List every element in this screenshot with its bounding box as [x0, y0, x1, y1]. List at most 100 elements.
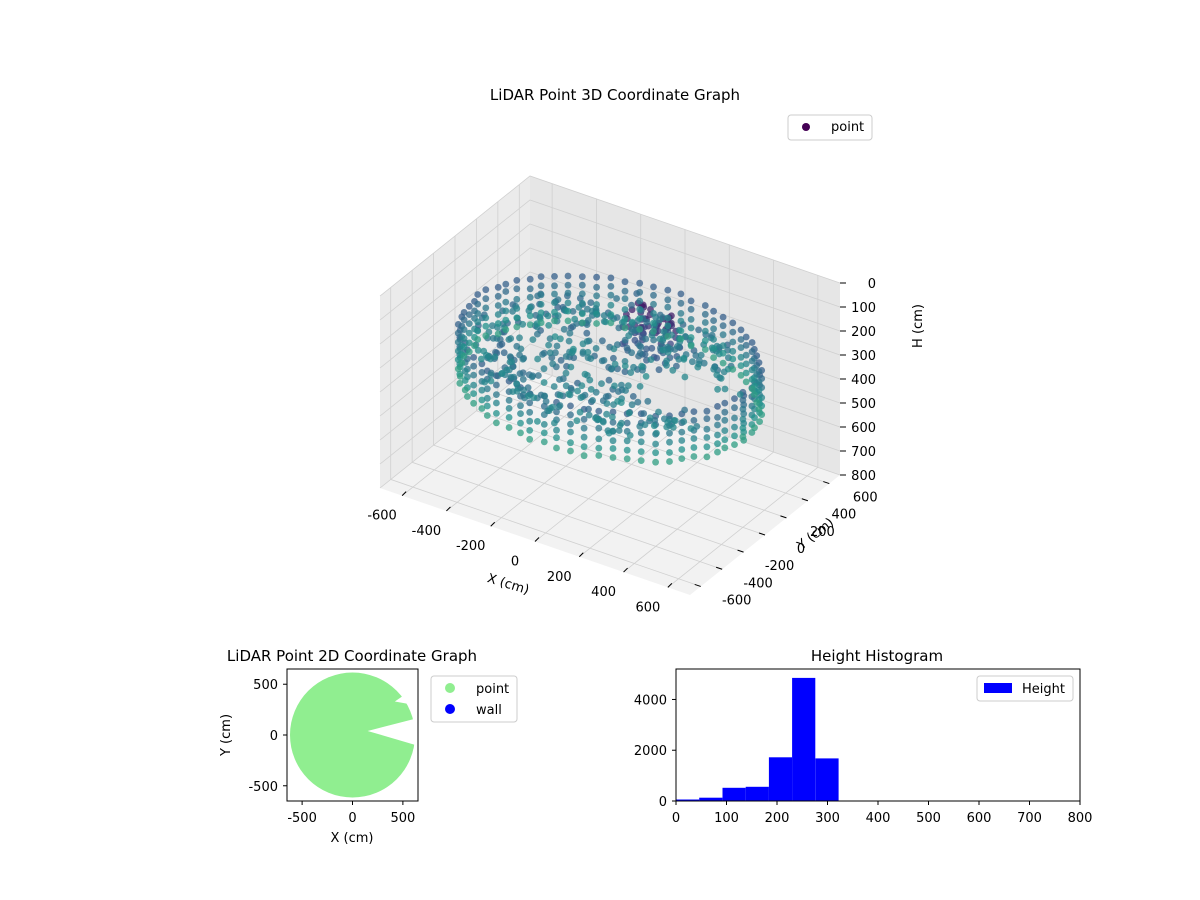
histogram-ticks: 0 100 200 300 400 500 600 700 800 0 2000 4000: [634, 693, 1093, 826]
data-point-3d: [478, 396, 486, 404]
data-point-3d: [650, 291, 657, 299]
tick-label-x-hist: 500: [916, 811, 941, 826]
data-point-3d: [540, 379, 548, 386]
data-point-3d: [493, 391, 500, 398]
data-point-3d: [687, 305, 695, 313]
data-point-3d: [513, 323, 521, 331]
data-point-3d: [564, 299, 572, 307]
data-point-3d: [580, 415, 588, 423]
data-point-3d: [729, 319, 737, 327]
data-point-3d: [609, 445, 617, 452]
data-point-3d: [660, 328, 668, 335]
data-point-3d: [537, 309, 545, 317]
data-point-3d: [526, 304, 534, 311]
histogram-bar: [815, 758, 839, 801]
data-point-3d: [719, 331, 727, 339]
data-point-3d: [530, 394, 538, 402]
histogram-bar: [768, 757, 793, 801]
legend-3d-marker: [802, 123, 810, 131]
data-point-3d: [474, 336, 482, 343]
data-point-3d: [607, 301, 615, 309]
data-point-3d: [541, 392, 549, 400]
tick-label-y: 600: [853, 491, 878, 506]
data-point-3d: [505, 424, 513, 431]
data-point-3d: [565, 337, 573, 345]
data-point-3d: [609, 419, 617, 426]
plot-3d-title: LiDAR Point 3D Coordinate Graph: [490, 86, 740, 104]
tick-mark-y: [758, 532, 766, 536]
data-point-3d: [550, 383, 558, 390]
data-point-3d: [520, 386, 527, 394]
tick-label-y: 0: [797, 542, 805, 557]
data-point-3d: [458, 359, 466, 367]
data-point-3d: [729, 347, 737, 355]
data-point-3d: [636, 349, 644, 357]
data-point-3d: [517, 429, 524, 437]
data-point-3d: [618, 381, 625, 389]
data-point-3d: [710, 345, 717, 352]
data-point-3d: [465, 339, 473, 347]
data-point-3d: [570, 345, 577, 353]
data-point-3d: [748, 385, 756, 393]
data-point-3d: [656, 316, 663, 324]
data-point-3d: [605, 376, 613, 384]
data-point-3d: [694, 363, 702, 371]
data-point-3d: [650, 319, 657, 327]
histogram-bars: [676, 677, 839, 801]
data-point-3d: [461, 367, 469, 375]
data-point-3d: [659, 346, 667, 354]
data-point-3d: [482, 314, 490, 322]
data-point-3d: [580, 433, 588, 441]
tick-label-y-hist: 4000: [634, 693, 667, 708]
data-point-3d: [578, 299, 586, 307]
data-point-3d: [621, 362, 629, 370]
data-point-3d: [564, 281, 572, 289]
tick-label-y: 400: [831, 508, 856, 523]
data-point-3d: [680, 418, 688, 425]
data-point-3d: [693, 423, 701, 430]
data-point-3d: [701, 337, 709, 345]
data-point-3d: [637, 448, 645, 455]
data-point-3d: [513, 387, 521, 395]
data-point-3d: [652, 440, 659, 448]
data-point-3d: [592, 388, 600, 396]
data-point-3d: [742, 351, 750, 359]
data-point-3d: [502, 326, 510, 334]
data-point-3d: [636, 422, 644, 430]
data-point-3d: [489, 334, 497, 342]
data-point-3d: [729, 328, 737, 336]
data-point-3d: [690, 444, 698, 451]
data-point-3d: [653, 354, 661, 362]
data-point-3d: [583, 329, 591, 337]
data-point-3d: [577, 394, 585, 401]
tick-label-x-hist: 0: [672, 811, 680, 826]
data-point-3d: [566, 329, 574, 337]
data-point-3d: [549, 360, 557, 368]
data-point-3d: [748, 366, 756, 374]
data-point-3d: [599, 337, 606, 345]
data-point-3d: [751, 414, 758, 422]
data-point-3d: [636, 342, 643, 350]
data-point-3d: [540, 438, 548, 446]
tick-label-x: 200: [547, 570, 572, 585]
data-point-3d: [625, 332, 633, 339]
data-point-3d: [480, 347, 488, 355]
data-point-3d: [636, 325, 644, 333]
plot-3d: LiDAR Point 3D Coordinate Graph -600 -400…: [367, 86, 926, 615]
data-point-3d: [526, 417, 534, 425]
data-point-3d: [517, 402, 524, 410]
data-point-3d: [551, 282, 558, 290]
data-point-3d: [537, 291, 545, 299]
data-point-3d: [648, 344, 656, 352]
data-point-3d: [642, 373, 650, 380]
data-point-3d: [678, 446, 686, 453]
data-point-3d: [587, 299, 595, 306]
data-point-3d: [607, 283, 615, 290]
data-point-3d: [545, 322, 553, 329]
data-point-3d: [655, 408, 662, 416]
data-point-3d: [528, 373, 536, 381]
data-point-3d: [613, 295, 620, 302]
data-point-3d: [595, 416, 602, 423]
data-point-3d: [546, 349, 554, 357]
data-point-3d: [537, 282, 545, 290]
